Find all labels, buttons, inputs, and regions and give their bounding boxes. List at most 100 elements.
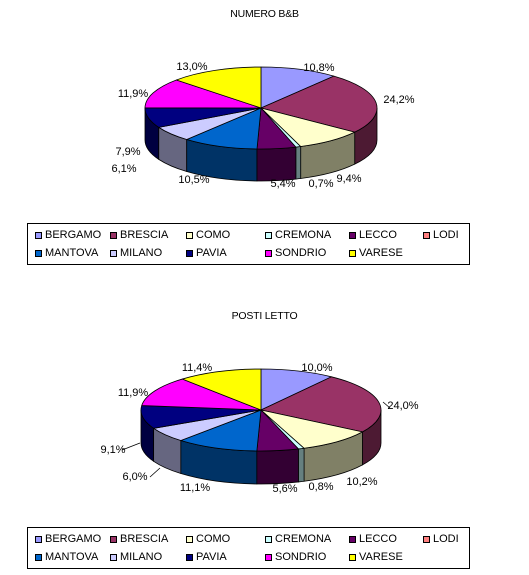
slice-brescia — [260, 376, 382, 433]
legend-swatch — [265, 535, 272, 543]
chart-title: NUMERO B&B — [230, 8, 299, 20]
legend-posti-letto: BERGAMO BRESCIA COMO CREMONA LECCO LODI MANTOV… — [27, 527, 470, 569]
data-label-pavia: 7,9% — [115, 146, 140, 158]
data-label-cremona: 0,8% — [308, 481, 333, 493]
legend-swatch — [349, 553, 356, 561]
legend-item-como: COMO — [186, 227, 230, 243]
slice-sondrio — [144, 79, 262, 109]
legend-label: CREMONA — [275, 229, 332, 241]
legend-label: MANTOVA — [45, 551, 99, 563]
legend-numero-bb: BERGAMO BRESCIA COMO CREMONA LECCO LODI MANTOV… — [27, 223, 470, 265]
legend-item-pavia: PAVIA — [186, 245, 227, 261]
legend-item-cremona: CREMONA — [265, 531, 331, 547]
data-label-sondrio: 11,9% — [118, 387, 149, 399]
legend-swatch — [265, 231, 272, 239]
legend-item-brescia: BRESCIA — [110, 227, 168, 243]
data-label-brescia: 24,2% — [383, 94, 414, 106]
pie-chart-numero-bb: 10,8% 24,2% 9,4%0,7% 5,4% 10,5% 6,1% 7,9% 11,9%… — [111, 61, 414, 190]
legend-item-bergamo: BERGAMO — [35, 227, 101, 243]
legend-swatch — [110, 231, 117, 239]
legend-item-mantova: MANTOVA — [35, 245, 98, 261]
legend-label: LECCO — [359, 229, 397, 241]
legend-item-milano: MILANO — [110, 245, 162, 261]
legend-swatch — [186, 535, 193, 543]
data-label-como: 9,4% — [336, 173, 361, 185]
legend-swatch — [35, 553, 42, 561]
legend-item-lodi: LODI — [423, 227, 459, 243]
legend-swatch — [265, 249, 272, 257]
pie-sides — [140, 409, 382, 485]
legend-item-cremona: CREMONA — [265, 227, 331, 243]
pie-chart-posti-letto: 10,0% 24,0% 10,2% 0,8% 5,6% 11,1% 6,0% 9,1% 11,9… — [100, 362, 418, 495]
data-label-lecco: 5,6% — [272, 483, 297, 495]
legend-swatch — [35, 249, 42, 257]
data-label-bergamo: 10,0% — [301, 362, 332, 374]
slice-side-cremona — [298, 447, 305, 483]
legend-swatch — [186, 249, 193, 257]
slice-como — [260, 409, 363, 449]
data-label-brescia: 24,0% — [387, 400, 418, 412]
legend-swatch — [110, 249, 117, 257]
data-label-como: 10,2% — [346, 476, 377, 488]
data-label-varese: 11,4% — [182, 362, 213, 374]
legend-label: BERGAMO — [45, 533, 102, 545]
legend-label: LODI — [433, 229, 459, 241]
legend-label: BRESCIA — [120, 229, 169, 241]
leader-line-brescia — [382, 401, 391, 409]
legend-item-sondrio: SONDRIO — [265, 245, 326, 261]
legend-label: SONDRIO — [275, 247, 327, 259]
legend-label: MILANO — [120, 551, 163, 563]
legend-item-lodi: LODI — [423, 531, 459, 547]
legend-label: CREMONA — [275, 533, 332, 545]
legend-item-milano: MILANO — [110, 549, 162, 565]
legend-swatch — [186, 553, 193, 561]
legend-item-como: COMO — [186, 531, 230, 547]
leader-line-pavia — [121, 442, 141, 451]
data-label-mantova: 10,5% — [178, 174, 209, 186]
data-label-mantova: 11,1% — [180, 482, 211, 494]
legend-label: COMO — [196, 533, 231, 545]
data-label-varese: 13,0% — [176, 61, 207, 73]
slice-side-lecco — [256, 448, 299, 485]
legend-label: BERGAMO — [45, 229, 102, 241]
legend-item-brescia: BRESCIA — [110, 531, 168, 547]
pie-sides — [144, 107, 378, 182]
legend-item-varese: VARESE — [349, 245, 403, 261]
legend-swatch — [110, 535, 117, 543]
legend-item-mantova: MANTOVA — [35, 549, 98, 565]
pie-top — [144, 66, 378, 150]
legend-item-sondrio: SONDRIO — [265, 549, 326, 565]
legend-label: LODI — [433, 533, 459, 545]
data-label-lecco: 5,4% — [270, 178, 295, 190]
legend-label: PAVIA — [196, 247, 227, 259]
legend-item-varese: VARESE — [349, 549, 403, 565]
legend-swatch — [35, 535, 42, 543]
data-label-milano: 6,0% — [122, 471, 147, 483]
data-label-cremona: 0,7% — [308, 178, 333, 190]
legend-item-pavia: PAVIA — [186, 549, 227, 565]
slice-mantova — [180, 409, 262, 452]
legend-swatch — [265, 553, 272, 561]
slice-sondrio — [141, 378, 262, 411]
legend-item-lecco: LECCO — [349, 227, 397, 243]
legend-swatch — [349, 249, 356, 257]
legend-swatch — [349, 231, 356, 239]
legend-swatch — [110, 553, 117, 561]
data-label-sondrio: 11,9% — [118, 88, 149, 100]
legend-swatch — [423, 535, 430, 543]
slice-side-cremona — [295, 146, 302, 180]
slice-brescia — [260, 75, 378, 133]
pie-top — [140, 368, 382, 452]
legend-item-lecco: LECCO — [349, 531, 397, 547]
legend-label: BRESCIA — [120, 533, 169, 545]
slice-bergamo — [260, 66, 335, 109]
legend-label: PAVIA — [196, 551, 227, 563]
legend-label: VARESE — [359, 551, 403, 563]
legend-swatch — [423, 231, 430, 239]
slice-bergamo — [260, 368, 332, 411]
legend-label: COMO — [196, 229, 231, 241]
slice-mantova — [186, 107, 262, 150]
data-label-bergamo: 10,8% — [303, 62, 334, 74]
legend-swatch — [349, 535, 356, 543]
data-label-milano: 6,1% — [111, 163, 136, 175]
